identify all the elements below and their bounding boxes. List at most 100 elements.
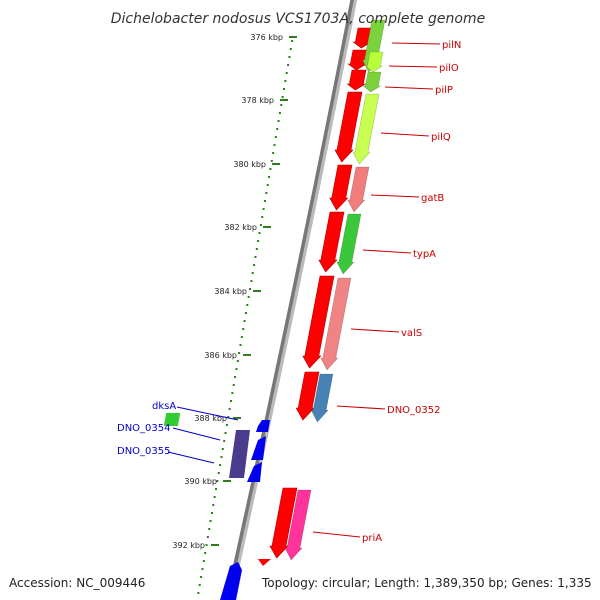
label-leader <box>172 427 221 441</box>
tick-dot <box>269 168 272 170</box>
tick-dot <box>232 384 235 386</box>
tick-dot <box>213 496 216 498</box>
tick-dot <box>249 288 252 290</box>
gene-DNO_0355[interactable] <box>256 420 270 432</box>
tick-dot <box>224 432 227 434</box>
tick-dot <box>229 400 232 402</box>
tick-dot <box>273 144 276 146</box>
gene-pilP[interactable] <box>362 71 382 93</box>
label-leader <box>176 406 239 421</box>
tick-label: 388 kbp <box>194 414 227 423</box>
tick-dot <box>212 504 215 506</box>
tick-dot <box>219 464 222 466</box>
tick-dot <box>209 520 212 522</box>
tick-dot <box>274 136 277 138</box>
tick-dot <box>216 480 219 482</box>
tick-dot <box>246 304 249 306</box>
tick-dot <box>251 272 254 274</box>
accession-text: Accession: NC_009446 <box>9 576 145 590</box>
gene-label-DNO_0352: DNO_0352 <box>387 405 441 416</box>
tick-dot <box>257 240 260 242</box>
tick-dot <box>284 80 287 82</box>
tick-dot <box>238 352 241 354</box>
label-leader <box>362 249 412 254</box>
gene-forward-track <box>284 19 386 561</box>
cds-arrow[interactable] <box>334 91 363 163</box>
tick-dot <box>221 448 224 450</box>
tick-dot <box>225 424 228 426</box>
gene-label-pilQ: pilQ <box>431 132 451 143</box>
cds-arrow[interactable] <box>302 275 335 369</box>
tick-label: 378 kbp <box>241 96 274 105</box>
gene-label-dksA: dksA <box>152 401 176 412</box>
gene-gatB[interactable] <box>347 166 370 213</box>
gene-DNO_0355[interactable] <box>247 462 262 482</box>
tick-dot <box>197 592 200 594</box>
cds-forward-track <box>258 27 373 566</box>
tick-label: 392 kbp <box>172 541 205 550</box>
tick-dot <box>265 192 268 194</box>
gene-DNO_0355[interactable] <box>220 562 242 600</box>
label-leader <box>370 194 420 198</box>
gene-label-pilP: pilP <box>435 85 453 96</box>
label-leader <box>384 86 434 90</box>
tick-dot <box>282 88 285 90</box>
tick-dot <box>261 216 264 218</box>
gene-label-DNO_0355: DNO_0355 <box>117 446 171 457</box>
tick-dot <box>285 72 288 74</box>
gene-label-pilO: pilO <box>439 63 459 74</box>
genome-summary-text: Topology: circular; Length: 1,389,350 bp… <box>261 576 592 590</box>
tick-dot <box>242 328 245 330</box>
tick-dot <box>206 536 209 538</box>
tick-dot <box>288 56 291 58</box>
gene-valS[interactable] <box>320 277 352 371</box>
gene-typA[interactable] <box>336 213 362 275</box>
gene-DNO_0352[interactable] <box>310 373 334 423</box>
tick-dot <box>266 184 269 186</box>
tick-ring <box>197 40 294 594</box>
tick-label: 382 kbp <box>224 223 257 232</box>
tick-dot <box>228 408 231 410</box>
backbone-shadow <box>226 0 358 600</box>
tick-dot <box>234 376 237 378</box>
tick-dot <box>217 472 220 474</box>
tick-dot <box>239 344 242 346</box>
label-leader <box>391 42 441 45</box>
gene-reverse-track <box>163 413 270 600</box>
label-leader <box>312 531 361 538</box>
tick-dot <box>281 96 284 98</box>
gene-label-priA: priA <box>362 533 382 544</box>
gene-label-DNO_0354: DNO_0354 <box>117 423 171 434</box>
tick-label: 380 kbp <box>233 160 266 169</box>
tick-dot <box>215 488 218 490</box>
gene-dksA[interactable] <box>163 413 181 426</box>
cds-arrow[interactable] <box>295 371 320 421</box>
gene-DNO_0354[interactable] <box>229 430 250 478</box>
gene-label-gatB: gatB <box>421 193 444 204</box>
tick-dot <box>268 176 271 178</box>
cds-arrow[interactable] <box>269 487 298 559</box>
label-leader <box>350 328 400 333</box>
tick-dot <box>291 40 294 42</box>
tick-dot <box>198 584 201 586</box>
gene-pilO[interactable] <box>364 51 384 73</box>
tick-dot <box>231 392 234 394</box>
tick-dot <box>236 360 239 362</box>
tick-dot <box>289 48 292 50</box>
tick-dot <box>227 416 230 418</box>
tick-dot <box>255 248 258 250</box>
cds-arrow[interactable] <box>258 559 271 566</box>
tick-label: 384 kbp <box>214 287 247 296</box>
tick-dot <box>235 368 238 370</box>
cds-arrow[interactable] <box>318 211 345 273</box>
cds-arrow[interactable] <box>329 164 353 211</box>
tick-dot <box>208 528 211 530</box>
tick-dot <box>244 312 247 314</box>
tick-dot <box>250 280 253 282</box>
gene-priA[interactable] <box>284 489 312 561</box>
gene-DNO_0355[interactable] <box>251 436 266 460</box>
label-leader <box>336 405 386 410</box>
gene-pilQ[interactable] <box>352 93 380 165</box>
cds-arrow[interactable] <box>346 69 367 91</box>
gene-label-valS: valS <box>401 328 422 339</box>
